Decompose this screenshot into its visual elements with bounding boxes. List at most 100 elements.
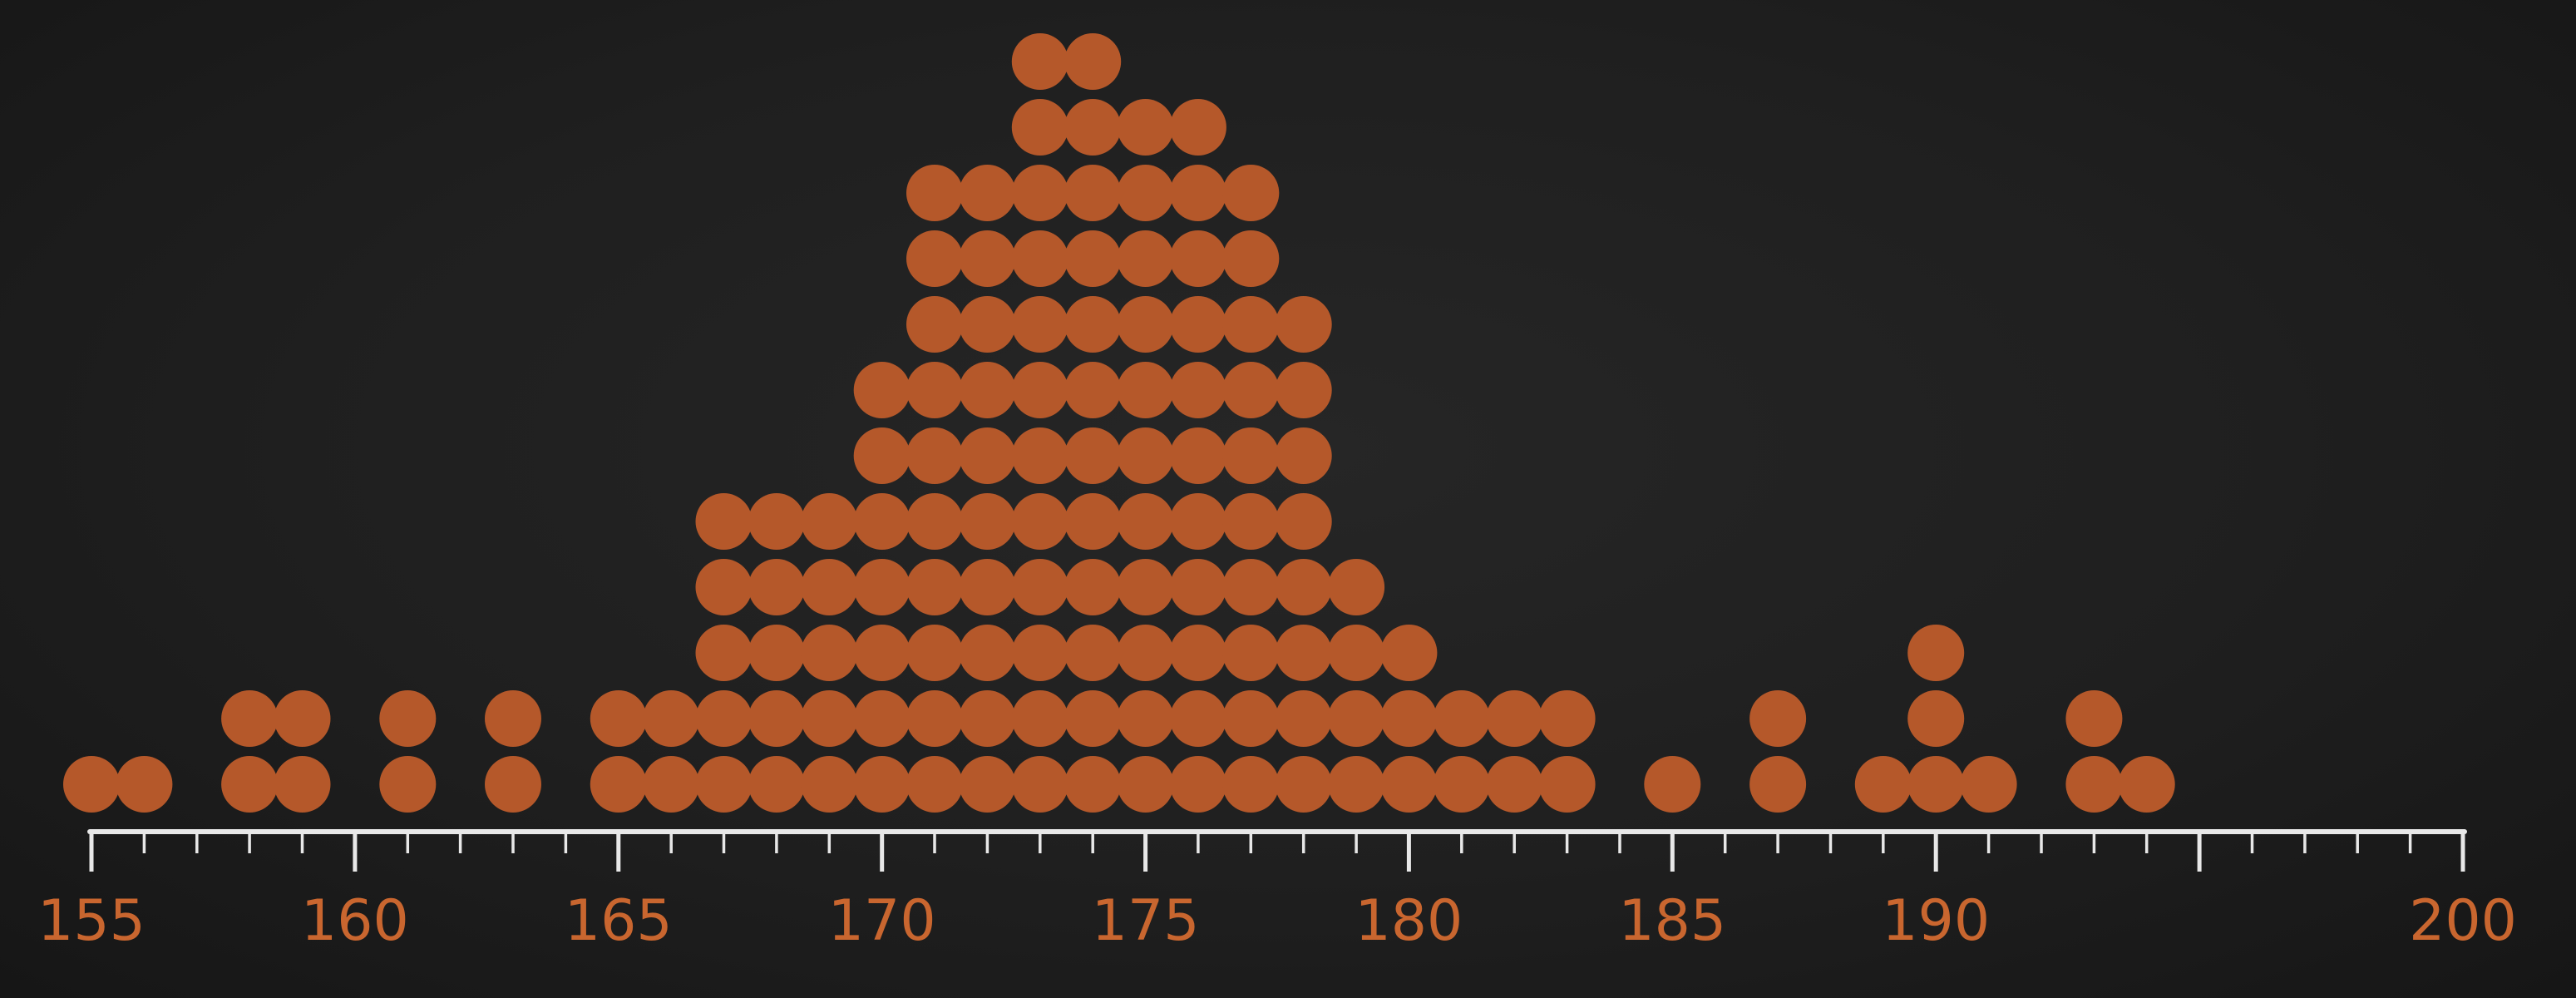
data-dot bbox=[1275, 756, 1332, 813]
data-dot bbox=[695, 493, 753, 550]
data-dot bbox=[1222, 756, 1280, 813]
data-dot bbox=[590, 690, 647, 747]
data-dot bbox=[853, 362, 910, 418]
data-dot bbox=[801, 690, 858, 747]
data-dot bbox=[1538, 690, 1596, 747]
data-dot bbox=[1064, 756, 1122, 813]
data-dot bbox=[1169, 165, 1226, 221]
dots-layer bbox=[63, 33, 2175, 813]
data-dot bbox=[1749, 690, 1807, 747]
data-dot bbox=[906, 362, 963, 418]
data-dot bbox=[1328, 559, 1385, 615]
data-dot bbox=[1486, 756, 1543, 813]
data-dot bbox=[801, 559, 858, 615]
data-dot bbox=[853, 427, 910, 484]
data-dot bbox=[695, 625, 753, 681]
data-dot bbox=[1222, 559, 1280, 615]
data-dot bbox=[1486, 690, 1543, 747]
data-dot bbox=[853, 559, 910, 615]
data-dot bbox=[1222, 690, 1280, 747]
x-tick-label: 180 bbox=[1355, 888, 1463, 954]
data-dot bbox=[1169, 690, 1226, 747]
data-dot bbox=[1169, 362, 1226, 418]
data-dot bbox=[959, 690, 1016, 747]
data-dot bbox=[959, 362, 1016, 418]
data-dot bbox=[1275, 625, 1332, 681]
data-dot bbox=[63, 756, 120, 813]
x-tick-label: 185 bbox=[1618, 888, 1726, 954]
data-dot bbox=[1275, 427, 1332, 484]
data-dot bbox=[1328, 690, 1385, 747]
data-dot bbox=[1222, 230, 1280, 287]
data-dot bbox=[1433, 756, 1490, 813]
data-dot bbox=[1064, 33, 1122, 90]
data-dot bbox=[1117, 296, 1174, 353]
data-dot bbox=[1064, 296, 1122, 353]
data-dot bbox=[1117, 230, 1174, 287]
data-dot bbox=[1064, 690, 1122, 747]
data-dot bbox=[906, 493, 963, 550]
data-dot bbox=[1380, 690, 1438, 747]
data-dot bbox=[1222, 165, 1280, 221]
data-dot bbox=[906, 559, 963, 615]
data-dot bbox=[853, 756, 910, 813]
data-dot bbox=[1222, 625, 1280, 681]
data-dot bbox=[695, 559, 753, 615]
data-dot bbox=[959, 230, 1016, 287]
data-dot bbox=[1011, 427, 1068, 484]
data-dot bbox=[695, 690, 753, 747]
data-dot bbox=[1433, 690, 1490, 747]
data-dot bbox=[1169, 625, 1226, 681]
data-dot bbox=[1380, 756, 1438, 813]
data-dot bbox=[1011, 165, 1068, 221]
data-dot bbox=[906, 690, 963, 747]
data-dot bbox=[801, 493, 858, 550]
data-dot bbox=[1169, 493, 1226, 550]
data-dot bbox=[485, 690, 541, 747]
data-dot bbox=[1169, 230, 1226, 287]
data-dot bbox=[274, 756, 331, 813]
data-dot bbox=[1011, 362, 1068, 418]
data-dot bbox=[1169, 756, 1226, 813]
data-dot bbox=[1117, 756, 1174, 813]
data-dot bbox=[1749, 756, 1807, 813]
data-dot bbox=[1117, 559, 1174, 615]
data-dot bbox=[906, 756, 963, 813]
data-dot bbox=[853, 690, 910, 747]
data-dot bbox=[221, 690, 279, 747]
data-dot bbox=[748, 493, 805, 550]
data-dot bbox=[643, 756, 700, 813]
data-dot bbox=[1117, 690, 1174, 747]
data-dot bbox=[906, 296, 963, 353]
x-tick-label: 165 bbox=[565, 888, 673, 954]
data-dot bbox=[959, 165, 1016, 221]
data-dot bbox=[1117, 165, 1174, 221]
data-dot bbox=[1222, 427, 1280, 484]
data-dot bbox=[2118, 756, 2175, 813]
data-dot bbox=[1064, 559, 1122, 615]
data-dot bbox=[695, 756, 753, 813]
data-dot bbox=[959, 559, 1016, 615]
data-dot bbox=[1538, 756, 1596, 813]
data-dot bbox=[1117, 427, 1174, 484]
data-dot bbox=[1011, 296, 1068, 353]
data-dot bbox=[1222, 493, 1280, 550]
data-dot bbox=[1907, 756, 1965, 813]
data-dot bbox=[1854, 756, 1912, 813]
data-dot bbox=[1169, 296, 1226, 353]
data-dot bbox=[906, 230, 963, 287]
data-dot bbox=[1011, 756, 1068, 813]
data-dot bbox=[379, 690, 437, 747]
data-dot bbox=[1011, 690, 1068, 747]
data-dot bbox=[959, 427, 1016, 484]
data-dot bbox=[1275, 690, 1332, 747]
data-dot bbox=[1064, 362, 1122, 418]
data-dot bbox=[1117, 493, 1174, 550]
data-dot bbox=[1064, 230, 1122, 287]
data-dot bbox=[1380, 625, 1438, 681]
data-dot bbox=[1275, 362, 1332, 418]
data-dot bbox=[906, 625, 963, 681]
data-dot bbox=[1169, 99, 1226, 156]
